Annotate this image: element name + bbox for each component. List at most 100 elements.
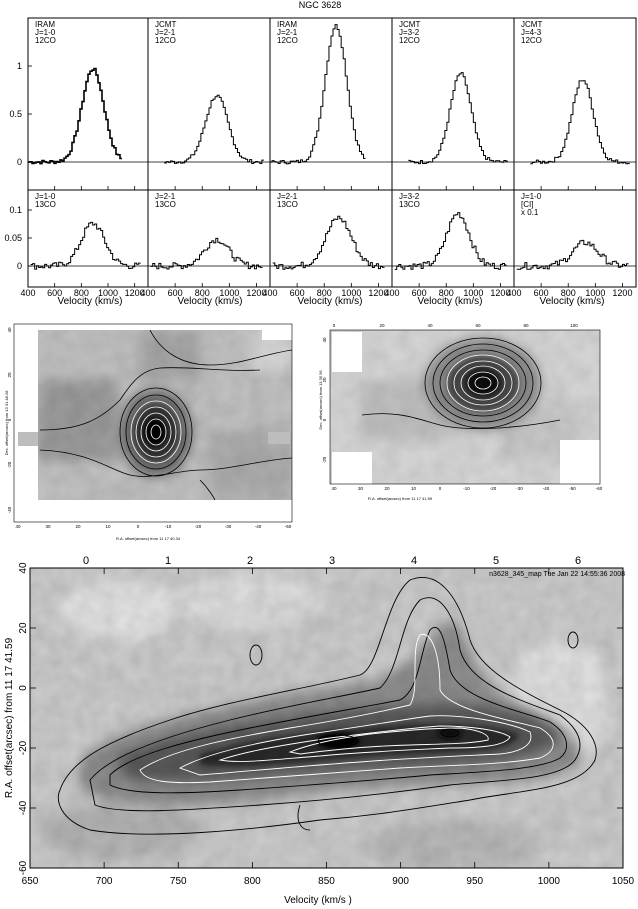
map-right-xtick-label: -50	[569, 486, 576, 491]
spectra-xtick-label: 800	[561, 288, 576, 298]
spectrum-label: 12CO	[399, 36, 420, 45]
figure-title: NGC 3628	[299, 0, 342, 10]
map-right-toptick-label: 100	[570, 323, 578, 328]
pv-toptick-label: 4	[411, 555, 417, 567]
map-right-xtick-label: 20	[384, 486, 390, 491]
spectrum-line	[30, 221, 141, 270]
map-right-toptick-label: 20	[379, 323, 385, 328]
map-right-xtick-label: -20	[490, 486, 497, 491]
spectra-ytick-label: 0	[17, 157, 22, 167]
spectra-ytick-label: 0.1	[9, 205, 22, 215]
spectrum-label: 13CO	[35, 200, 56, 209]
map-left-ticks: 40 30 20 10 0 -10 -20 -30 -40 -50 40 20 0 -20 -40	[7, 327, 292, 529]
spectra-xlabel-5: Velocity (km/s)	[539, 296, 604, 307]
spectrum-label: 12CO	[35, 36, 56, 45]
spectra-xtick-label: 800	[439, 288, 454, 298]
spectra-xtick-label: 1000	[98, 288, 118, 298]
pv-ytick-label: -20	[18, 740, 29, 755]
spectra-ytick-label: 1	[17, 61, 22, 71]
pv-ytick-label: 40	[18, 562, 29, 574]
spectrum-line	[394, 212, 507, 270]
map-right-xtick-label: 10	[411, 486, 417, 491]
spectra-xtick-label: 1200	[368, 288, 388, 298]
map-right-xlabel: R.A. offset(arcsec) from 11 17 41.59	[368, 496, 433, 501]
spectrum-label: J=2-1	[277, 28, 298, 37]
pv-ticks: 650 700 750 800 850 900 950 1000 105040200-20-40…	[18, 555, 635, 887]
map-left-xtick-label: 10	[105, 524, 111, 529]
spectrum-label: 13CO	[399, 200, 420, 209]
spectra-xtick-label: 1000	[341, 288, 361, 298]
spectrum-label: J=4-3	[521, 28, 542, 37]
map-right-ytick-label: -20	[322, 456, 327, 463]
spectra-xtick-label: 1200	[125, 288, 145, 298]
spectra-xtick-label: 800	[74, 288, 89, 298]
spectrum-label: 12CO	[277, 36, 298, 45]
spectrum-line	[150, 237, 263, 270]
pv-ylabel: R.A. offset(arcsec) from 11 17 41.59	[4, 637, 15, 798]
map-right-ytick-label: 40	[322, 337, 327, 343]
pv-toptick-label: 3	[329, 555, 335, 567]
spectrum-label: 12CO	[521, 36, 542, 45]
pv-ytick-label: 20	[18, 622, 29, 634]
spectrum-label: JCMT	[521, 20, 542, 29]
spectrum-label: 12CO	[155, 36, 176, 45]
map-left-ytick-label: 0	[7, 418, 12, 421]
pv-xtick-label: 750	[170, 876, 187, 887]
map-right-toptick-label: 0	[333, 323, 336, 328]
pv-toptick-label: 2	[247, 555, 253, 567]
spectrum-label: J=2-1	[277, 192, 298, 201]
spectra-xtick-label: 1000	[463, 288, 483, 298]
map-left-xtick-label: 0	[137, 524, 140, 529]
spectrum-line	[516, 239, 629, 270]
spectrum-line	[272, 215, 385, 270]
spectrum-line	[28, 67, 122, 165]
spectra-xtick-label: 600	[168, 288, 183, 298]
spectrum-label: 13CO	[155, 200, 176, 209]
pv-xtick-label: 700	[96, 876, 113, 887]
spectra-xtick-label: 400	[384, 288, 399, 298]
map-left-ylabel: Dec. offset(arcsec) from 13 31 48.28	[4, 390, 9, 456]
pv-stamp: n3628_345_map Tue Jan 22 14:55:36 2008	[489, 571, 625, 578]
spectra-xtick-label: 600	[534, 288, 549, 298]
map-left-xtick-label: 20	[75, 524, 81, 529]
pv-xtick-label: 800	[244, 876, 261, 887]
spectra-xtick-label: 1200	[246, 288, 266, 298]
spectra-frame	[27, 17, 637, 288]
pv-diagram: 650 700 750 800 850 900 950 1000 105040200-20-40…	[4, 555, 635, 906]
pv-xtick-label: 1050	[612, 876, 635, 887]
spectrum-label: IRAM	[277, 20, 297, 29]
spectrum-label: J=1-0	[35, 28, 56, 37]
map-right-toptick-label: 80	[523, 323, 529, 328]
map-right-ylabel: Dec. offset(arcsec) from 13 35 56	[318, 370, 323, 430]
map-left-xtick-label: -30	[225, 524, 232, 529]
spectra-xtick-label: 400	[20, 288, 35, 298]
spectra-xtick-label: 800	[317, 288, 332, 298]
spectra-xtick-label: 1200	[612, 288, 632, 298]
map-left-xtick-label: -50	[285, 524, 292, 529]
spectrum-label: J=1-0	[521, 192, 542, 201]
map-left-xtick-label: 30	[45, 524, 51, 529]
map-right-xtick-label: -40	[543, 486, 550, 491]
spectra-xtick-label: 600	[47, 288, 62, 298]
map-right-ticks: 40 30 20 10 0 -10 -20 -30 -40 -50 -600 20 40 60 80 1004…	[322, 323, 603, 491]
spectra-ytick-label: 0	[17, 261, 22, 271]
map-left-xtick-label: -20	[195, 524, 202, 529]
map-right-xtick-label: 30	[358, 486, 364, 491]
spectrum-label: [CI]	[521, 200, 533, 209]
spectra-xtick-label: 400	[140, 288, 155, 298]
spectra-ytick-label: 0.05	[4, 233, 22, 243]
map-right-xtick-label: 40	[331, 486, 337, 491]
map-left-ytick-label: 40	[7, 327, 12, 333]
map-right: 40 30 20 10 0 -10 -20 -30 -40 -50 -600 20 40 60 80 1004…	[318, 323, 603, 501]
map-right-xtick-label: -30	[516, 486, 523, 491]
map-right-ytick-label: 0	[322, 418, 327, 421]
pv-xtick-label: 850	[318, 876, 335, 887]
map-right-xtick-label: -10	[463, 486, 470, 491]
spectrum-line	[530, 80, 630, 165]
pv-ytick-label: -60	[18, 860, 29, 875]
map-right-xtick-label: 0	[439, 486, 442, 491]
pv-xtick-label: 900	[392, 876, 409, 887]
map-left-xtick-label: -10	[165, 524, 172, 529]
